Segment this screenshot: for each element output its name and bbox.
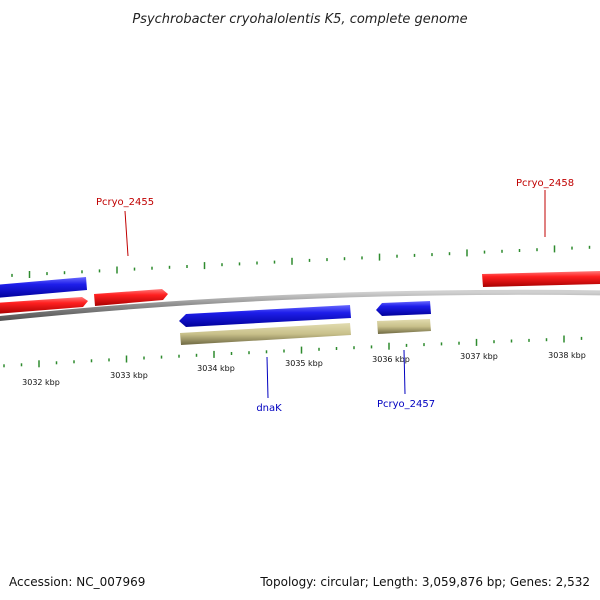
gene-label-pcryo-2457[interactable]: Pcryo_2457 bbox=[377, 399, 435, 410]
gene-arrow-pcryo-2457[interactable] bbox=[376, 301, 431, 316]
kbp-tick-label: 3037 kbp bbox=[460, 352, 498, 361]
leader-line-pcryo-2455 bbox=[124, 210, 129, 257]
gene-arrow-pcryo-2455[interactable] bbox=[94, 289, 168, 306]
kbp-tick-label: 3038 kbp bbox=[548, 351, 586, 360]
gene-arrow-red-left[interactable] bbox=[0, 297, 88, 314]
gene-arrow-blue-left[interactable] bbox=[0, 277, 87, 298]
cds-feature-pcryo-2457[interactable] bbox=[377, 319, 431, 334]
gene-label-dnak[interactable]: dnaK bbox=[256, 403, 282, 414]
kbp-tick-label: 3032 kbp bbox=[22, 378, 60, 387]
genome-title: Psychrobacter cryohalolentis K5, complet… bbox=[132, 12, 467, 27]
leader-line-pcryo-2457 bbox=[403, 349, 406, 395]
lower-tick-row bbox=[3, 335, 583, 368]
gene-arrow-dnak[interactable] bbox=[179, 305, 351, 327]
kbp-tick-label: 3034 kbp bbox=[197, 364, 235, 373]
cds-feature-dnak[interactable] bbox=[180, 323, 351, 345]
genome-summary-text: Topology: circular; Length: 3,059,876 bp… bbox=[259, 575, 590, 589]
gene-label-pcryo-2455[interactable]: Pcryo_2455 bbox=[96, 197, 154, 208]
leader-line-dnak bbox=[266, 356, 269, 399]
kbp-tick-label: 3036 kbp bbox=[372, 355, 410, 364]
kbp-tick-label: 3035 kbp bbox=[285, 359, 323, 368]
kbp-tick-label: 3033 kbp bbox=[110, 371, 148, 380]
gene-arrow-pcryo-2458[interactable] bbox=[482, 271, 600, 287]
genome-backbone bbox=[0, 289, 600, 321]
upper-tick-row bbox=[11, 245, 591, 278]
accession-text: Accession: NC_007969 bbox=[9, 575, 145, 589]
gene-label-pcryo-2458[interactable]: Pcryo_2458 bbox=[516, 178, 574, 189]
